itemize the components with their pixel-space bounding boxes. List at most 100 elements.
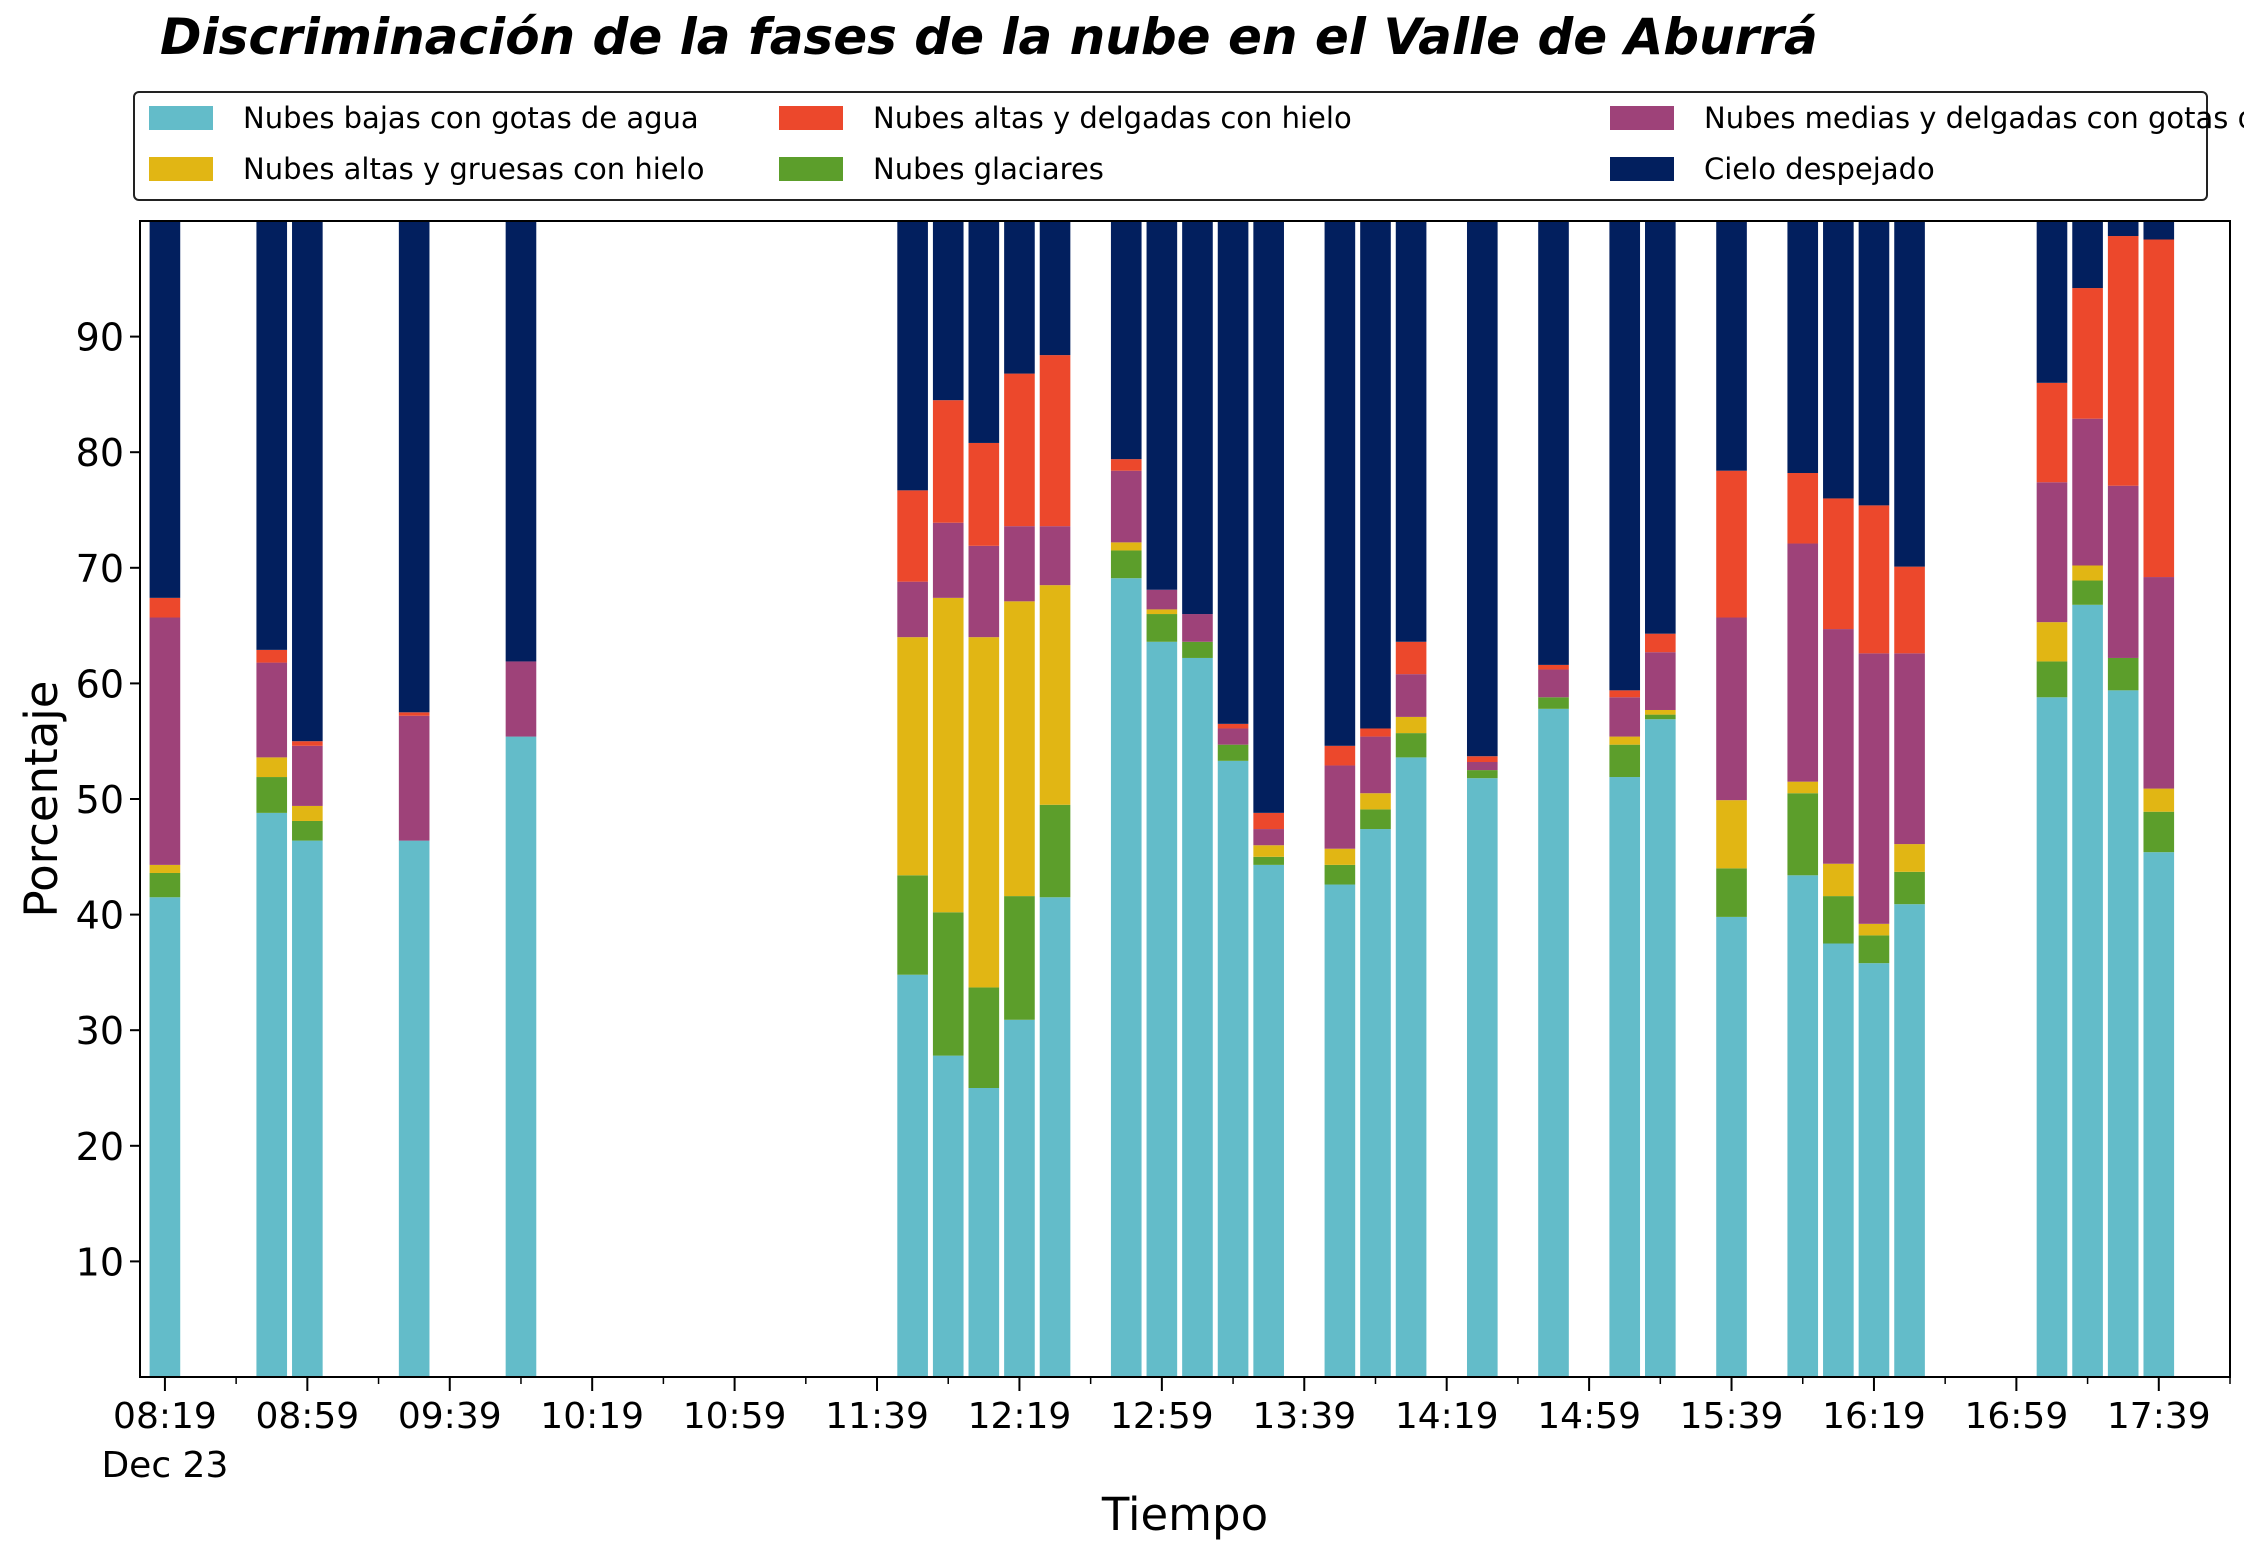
bar-segment-15-0 — [1324, 884, 1356, 1377]
bar-segment-30-1 — [2143, 811, 2175, 853]
bar-segment-11-3 — [1146, 589, 1178, 610]
bar-segment-4-0 — [505, 736, 537, 1377]
bar-segment-12-0 — [1182, 657, 1213, 1377]
bar-segment-20-4 — [1609, 690, 1641, 698]
bar-segment-9-0 — [1039, 897, 1071, 1377]
bar-segment-8-0 — [1004, 1019, 1035, 1377]
x-tick-date-label: Dec 23 — [101, 1445, 228, 1486]
bar-segment-27-3 — [2036, 482, 2068, 623]
bar-segment-24-3 — [1823, 629, 1854, 864]
bar-segment-11-0 — [1146, 641, 1178, 1377]
bar-segment-6-1 — [932, 912, 964, 1056]
bar-segment-1-1 — [256, 777, 288, 813]
bar-segment-20-0 — [1609, 777, 1641, 1377]
bar-segment-5-1 — [897, 875, 928, 975]
bar-segment-6-0 — [932, 1055, 964, 1377]
bar-segment-22-4 — [1716, 470, 1747, 618]
bar-segment-29-1 — [2107, 657, 2139, 691]
y-tick-label: 10 — [76, 1240, 124, 1284]
bar-segment-16-3 — [1360, 736, 1391, 794]
y-tick-label: 80 — [76, 431, 124, 475]
bar-segment-17-2 — [1395, 716, 1427, 734]
bar-segment-21-1 — [1645, 714, 1676, 720]
bar-segment-22-0 — [1716, 916, 1747, 1377]
bar-segment-0-5 — [149, 221, 181, 598]
bar-segment-15-2 — [1324, 848, 1356, 865]
bar-segment-30-5 — [2143, 221, 2175, 240]
bar-segment-26-0 — [1894, 904, 1925, 1377]
bar-segment-26-2 — [1894, 844, 1925, 872]
legend-item: Nubes altas y delgadas con hielo — [779, 98, 1352, 138]
bar-segment-27-4 — [2036, 382, 2068, 483]
y-tick-label: 40 — [76, 894, 124, 938]
y-axis-label: Porcentaje — [15, 681, 68, 918]
bar-segment-11-5 — [1146, 221, 1178, 590]
legend-swatch — [1610, 157, 1674, 181]
bar-segment-8-3 — [1004, 526, 1035, 602]
bar-segment-7-2 — [968, 637, 1000, 988]
x-tick-label: 10:19 — [540, 1396, 644, 1437]
bar-segment-8-4 — [1004, 373, 1035, 527]
legend-swatch — [149, 157, 213, 181]
bar-segment-15-3 — [1324, 765, 1356, 849]
x-tick-label: 17:39 — [2107, 1396, 2211, 1437]
bar-segment-2-4 — [292, 741, 323, 746]
x-tick-label: 08:19 — [113, 1396, 217, 1437]
y-tick-label: 20 — [76, 1125, 124, 1169]
bar-segment-24-4 — [1823, 498, 1854, 630]
bar-segment-19-5 — [1538, 221, 1569, 665]
bar-segment-2-0 — [292, 840, 323, 1377]
bar-segment-16-0 — [1360, 829, 1391, 1377]
bar-segment-27-0 — [2036, 697, 2068, 1377]
bar-segment-2-2 — [292, 805, 323, 821]
bar-segment-21-0 — [1645, 719, 1676, 1377]
legend-label: Nubes medias y delgadas con gotas de agu… — [1704, 101, 2244, 135]
bar-segment-3-3 — [398, 715, 430, 841]
bar-segment-28-0 — [2072, 604, 2103, 1377]
bar-segment-17-1 — [1395, 733, 1427, 758]
x-tick-label: 14:59 — [1537, 1396, 1641, 1437]
bar-segment-22-5 — [1716, 221, 1747, 471]
bar-segment-14-0 — [1253, 864, 1284, 1377]
x-tick-label: 13:39 — [1252, 1396, 1356, 1437]
bar-segment-6-5 — [932, 221, 964, 401]
axes-layer: 10 20 30 40 50 60 70 80 90 08:19 Dec 23 08:59 09:39 1… — [76, 316, 2231, 1486]
bar-segment-3-4 — [398, 712, 430, 716]
bar-segment-5-0 — [897, 974, 928, 1377]
bar-segment-10-5 — [1110, 221, 1142, 460]
bar-segment-8-1 — [1004, 896, 1035, 1020]
bar-segment-1-5 — [256, 221, 288, 650]
bar-segment-26-5 — [1894, 221, 1925, 567]
bar-segment-19-4 — [1538, 664, 1569, 670]
bar-segment-13-0 — [1217, 760, 1249, 1377]
bar-segment-23-4 — [1787, 473, 1819, 544]
legend-swatch — [149, 106, 213, 130]
bar-segment-1-0 — [256, 812, 288, 1377]
bar-segment-17-3 — [1395, 674, 1427, 717]
bar-segment-28-4 — [2072, 288, 2103, 419]
x-tick-label: 10:59 — [683, 1396, 787, 1437]
bar-segment-24-1 — [1823, 896, 1854, 944]
legend-item: Nubes medias y delgadas con gotas de agu… — [1610, 98, 2244, 138]
bar-segment-1-2 — [256, 757, 288, 778]
legend-item: Nubes bajas con gotas de agua — [149, 98, 699, 138]
bar-segment-29-4 — [2107, 236, 2139, 486]
bar-segment-13-4 — [1217, 723, 1249, 729]
bar-segment-18-5 — [1466, 221, 1498, 757]
x-tick-label: 12:19 — [968, 1396, 1072, 1437]
bar-segment-13-3 — [1217, 728, 1249, 745]
bar-segment-22-3 — [1716, 617, 1747, 801]
bar-segment-18-4 — [1466, 756, 1498, 763]
bar-segment-5-4 — [897, 490, 928, 582]
bars-layer — [149, 221, 2175, 1377]
bar-segment-3-5 — [398, 221, 430, 713]
bar-segment-8-2 — [1004, 601, 1035, 897]
y-tick-label: 90 — [76, 316, 124, 360]
bar-segment-19-3 — [1538, 669, 1569, 698]
y-tick-label: 60 — [76, 662, 124, 706]
bar-segment-0-3 — [149, 617, 181, 865]
bar-segment-2-5 — [292, 221, 323, 742]
bar-segment-27-2 — [2036, 622, 2068, 662]
bar-segment-4-5 — [505, 221, 537, 662]
bar-segment-29-5 — [2107, 221, 2139, 237]
